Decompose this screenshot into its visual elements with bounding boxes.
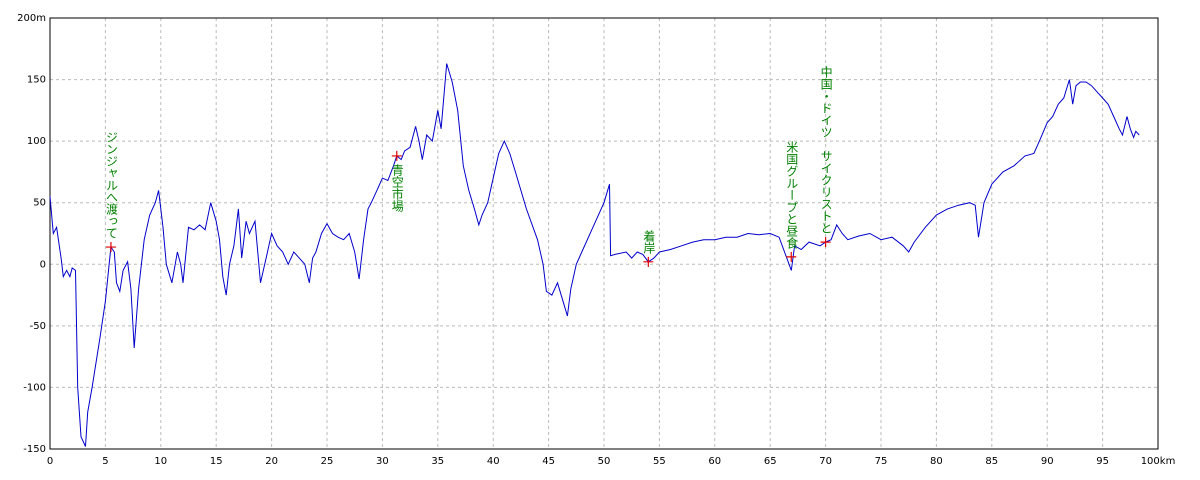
plot-frame (49, 17, 1159, 450)
x-tick-label: 65 (764, 456, 777, 467)
y-tick-label: 100 (27, 136, 46, 147)
x-tick-label: 90 (1041, 456, 1054, 467)
y-tick-label: 200m (17, 13, 46, 24)
x-tick-label: 45 (542, 456, 555, 467)
annotation-label: 青空市場 (390, 163, 404, 212)
x-tick-label: 75 (875, 456, 888, 467)
x-tick-label: 0 (47, 456, 53, 467)
y-tick-label: -150 (23, 444, 46, 455)
y-tick-label: -100 (23, 382, 46, 393)
x-tick-label: 85 (985, 456, 998, 467)
x-tick-label: 100km (1141, 456, 1176, 467)
annotation-marker (786, 251, 797, 262)
y-tick-label: 150 (27, 75, 46, 86)
x-tick-label: 10 (154, 456, 167, 467)
annotation-label: 米国グループと昼食 (785, 140, 799, 248)
x-tick-label: 55 (653, 456, 666, 467)
x-tick-label: 35 (431, 456, 444, 467)
x-tick-label: 20 (265, 456, 278, 467)
x-tick-label: 50 (598, 456, 611, 467)
annotation-marker (820, 237, 831, 248)
x-tick-label: 80 (930, 456, 943, 467)
y-tick-label: 50 (33, 198, 46, 209)
x-tick-label: 95 (1096, 456, 1109, 467)
x-tick-label: 30 (376, 456, 389, 467)
x-tick-label: 60 (708, 456, 721, 467)
annotation-marker (391, 150, 402, 161)
x-tick-label: 15 (210, 456, 223, 467)
y-tick-label: -50 (30, 321, 46, 332)
annotation-label: 中国・ドイツ サイクリストと (819, 65, 833, 234)
y-tick-label: 0 (40, 259, 46, 270)
annotation-label: ジンジャルへ渡って (104, 131, 118, 239)
elevation-line (49, 63, 1140, 447)
annotation-marker (105, 242, 116, 253)
annotation-label: 着岸 (642, 228, 656, 253)
x-tick-label: 70 (819, 456, 832, 467)
annotation-marker (643, 256, 654, 267)
x-tick-label: 5 (102, 456, 108, 467)
x-tick-label: 40 (487, 456, 500, 467)
x-tick-label: 25 (321, 456, 334, 467)
